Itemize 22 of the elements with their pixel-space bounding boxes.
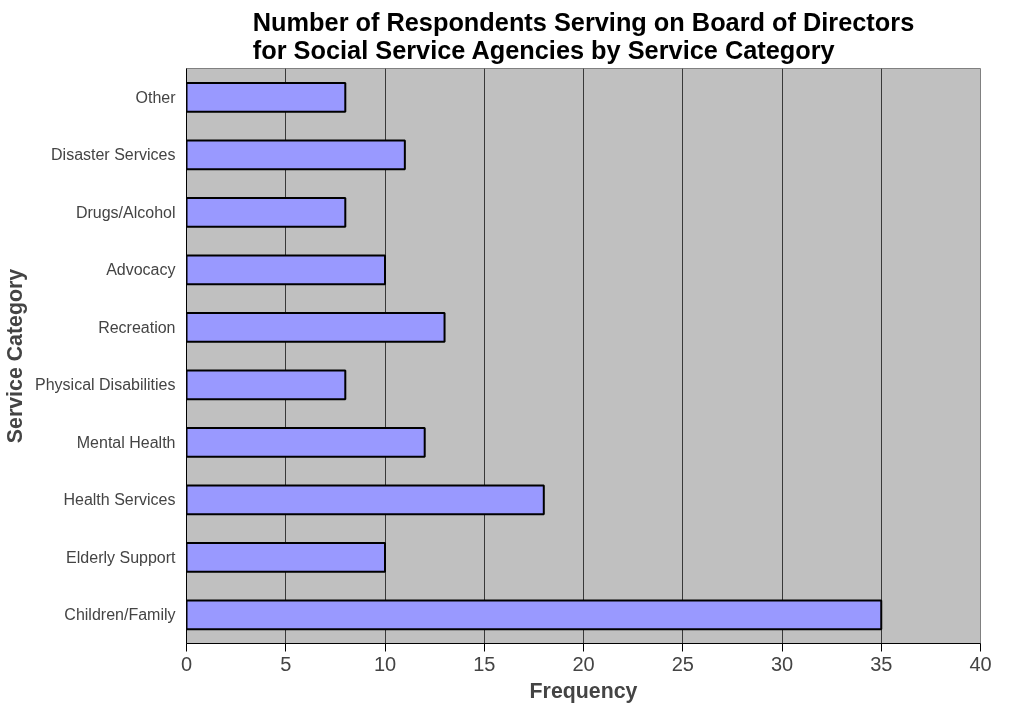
x-tick-label: 5 xyxy=(280,652,292,675)
chart-title: Number of Respondents Serving on Board of Directors for Social Service Agencies by Service Category xyxy=(252,7,915,64)
y-tick-label: Advocacy xyxy=(106,261,176,279)
x-tick-label: 20 xyxy=(572,652,595,675)
y-axis-title: Service Category xyxy=(3,268,28,444)
y-tick-label: Health Services xyxy=(63,491,176,509)
y-tick-label: Mental Health xyxy=(76,433,176,451)
x-tick-label: 10 xyxy=(373,652,397,675)
y-tick-label: Drugs/Alcohol xyxy=(75,203,176,221)
x-axis-title: Frequency xyxy=(529,678,638,703)
y-tick-label: Children/Family xyxy=(64,606,176,624)
x-tick-label: 35 xyxy=(870,652,893,675)
x-tick-label: 30 xyxy=(770,652,794,675)
y-tick-label: Physical Disabilities xyxy=(35,376,176,394)
y-tick-label: Elderly Support xyxy=(66,548,177,566)
x-tick-label: 40 xyxy=(969,652,992,675)
x-tick-label: 25 xyxy=(671,652,694,675)
y-tick-label: Recreation xyxy=(98,318,176,336)
y-tick-label: Disaster Services xyxy=(51,146,176,164)
x-tick-label: 15 xyxy=(473,652,496,675)
x-tick-label: 0 xyxy=(180,652,193,675)
y-tick-label: Other xyxy=(135,88,177,106)
